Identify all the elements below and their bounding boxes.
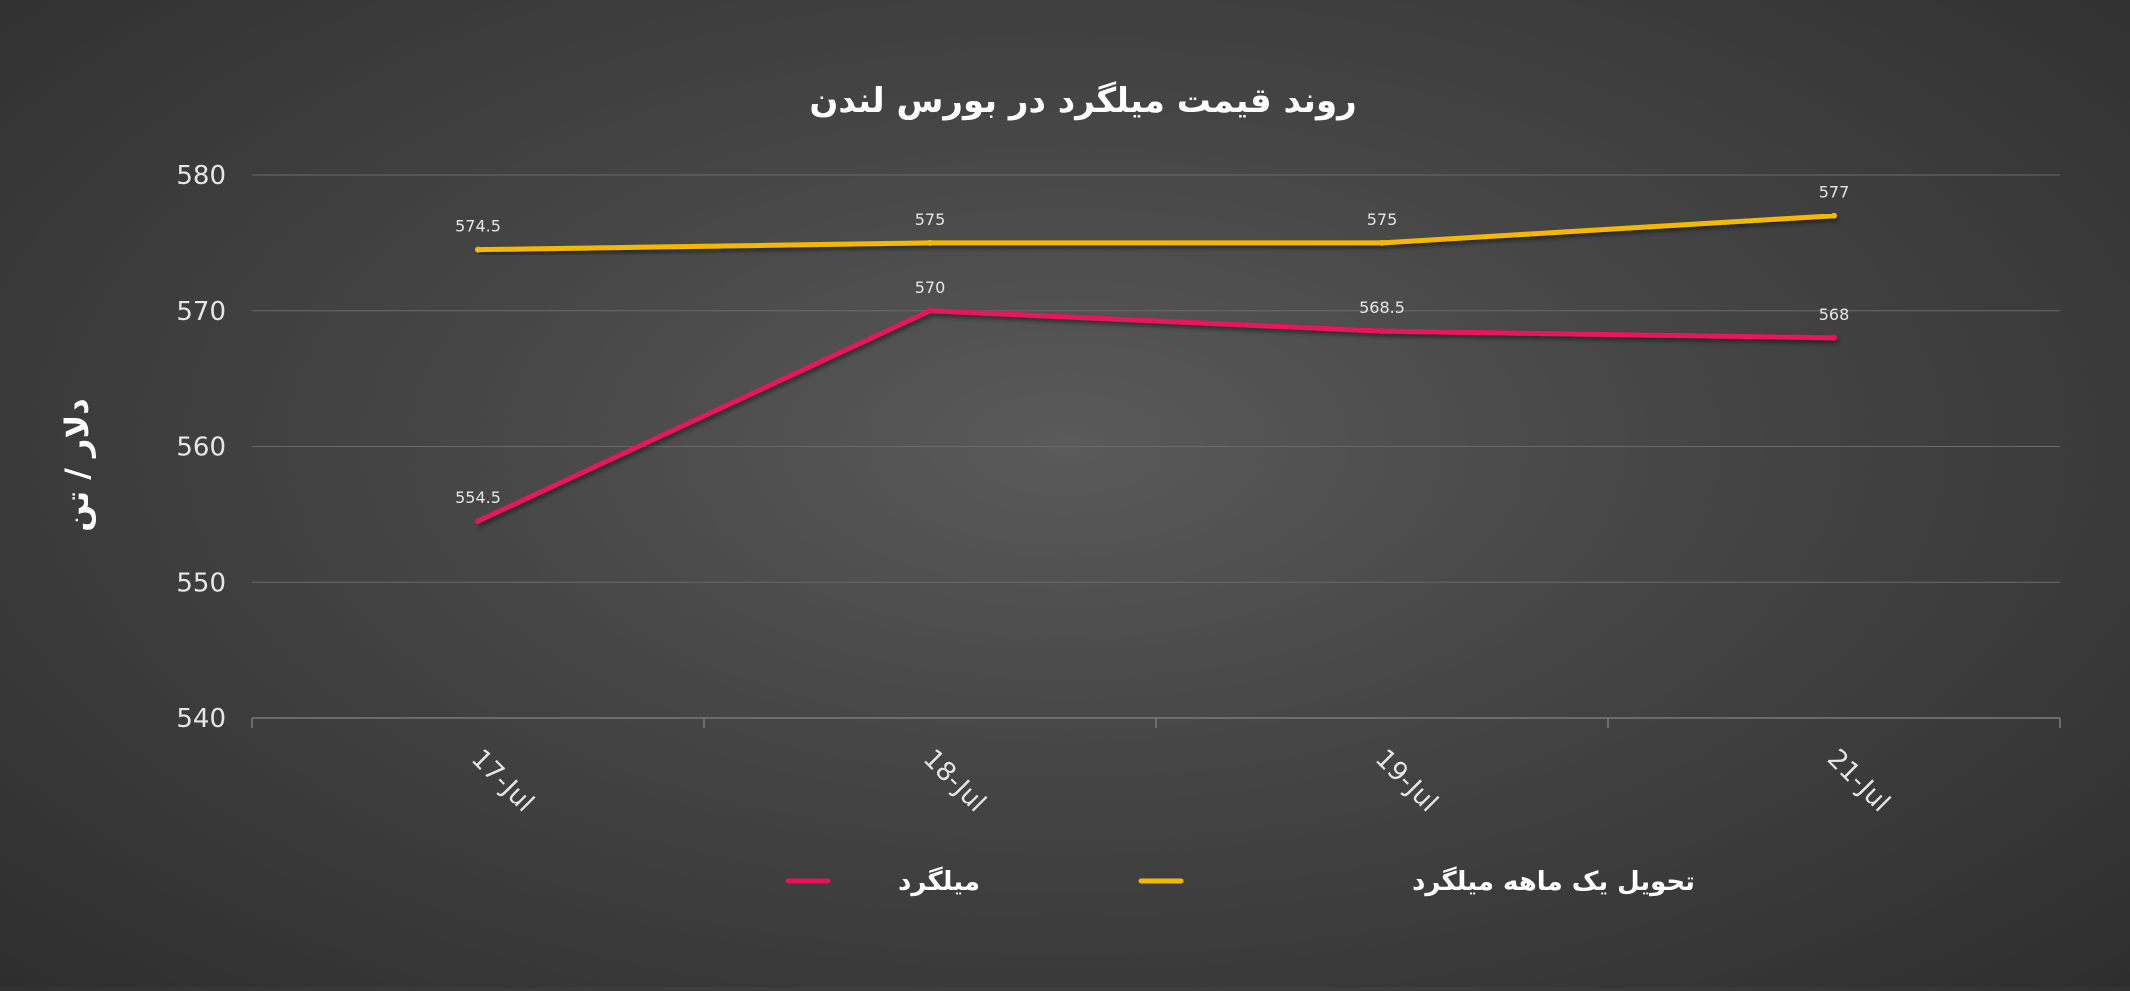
series-lines	[475, 212, 1837, 525]
y-tick-label: 560	[176, 433, 226, 463]
legend-label: تحویل یک ماهه میلگرد	[1412, 866, 1695, 897]
x-tick-label: 17-Jul	[465, 744, 539, 818]
data-label: 575	[1367, 210, 1398, 229]
data-label: 570	[915, 278, 946, 297]
data-point	[927, 239, 933, 246]
data-point	[927, 307, 933, 314]
data-point	[475, 246, 481, 253]
legend-label: میلگرد	[898, 866, 980, 897]
x-tick-label: 21-Jul	[1821, 744, 1895, 818]
data-label: 554.5	[455, 488, 501, 507]
y-tick-label: 540	[176, 704, 226, 734]
data-label: 575	[915, 210, 946, 229]
y-tick-label: 570	[176, 297, 226, 327]
data-label: 568	[1819, 305, 1850, 324]
y-tick-label: 580	[176, 161, 226, 191]
data-point	[1831, 212, 1837, 219]
data-point	[475, 518, 481, 525]
data-label: 577	[1819, 183, 1850, 202]
data-label: 568.5	[1359, 298, 1405, 317]
x-tick-label: 18-Jul	[917, 744, 991, 818]
data-point	[1379, 328, 1385, 335]
gridlines	[252, 174, 2060, 583]
x-tick-label: 19-Jul	[1369, 744, 1443, 818]
data-point	[1379, 239, 1385, 246]
data-point	[1831, 334, 1837, 341]
y-tick-label: 550	[176, 568, 226, 598]
series-line	[475, 308, 1837, 524]
y-axis-label: دلار / تن	[58, 398, 96, 531]
chart-title: روند قیمت میلگرد در بورس لندن	[809, 81, 1356, 121]
series-line	[475, 213, 1837, 253]
data-label: 574.5	[455, 217, 501, 236]
legend: میلگرد تحویل یک ماهه میلگرد	[785, 866, 1695, 897]
data-labels: 554.5 570 568.5 568 574.5 575 575 577	[455, 183, 1849, 507]
